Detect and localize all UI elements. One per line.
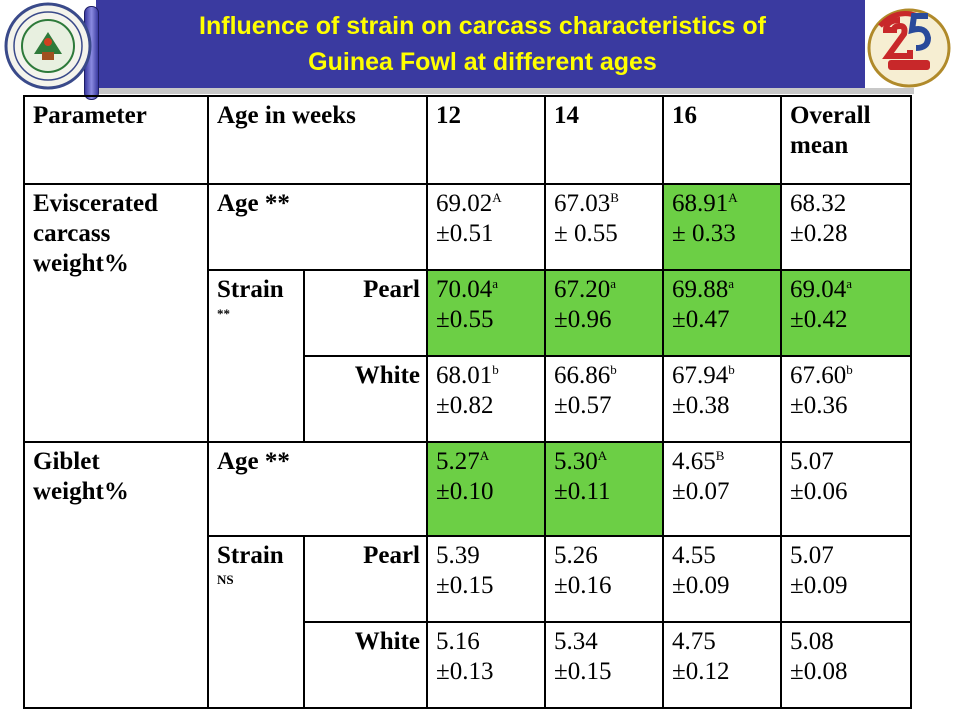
carcass-data-table: Parameter Age in weeks 12 14 16 Overall … <box>23 95 913 709</box>
value-cell: 5.34 ±0.15 <box>544 621 665 709</box>
value-cell: 5.39 ±0.15 <box>426 535 547 623</box>
table-row: White 68.01b ±0.82 66.86b ±0.57 67.94b ±0.3… <box>24 355 913 443</box>
strain-label: Strain NS <box>207 535 305 709</box>
value-cell: 4.75 ±0.12 <box>662 621 783 709</box>
strain-name: Pearl <box>302 269 429 357</box>
strain-name: White <box>302 621 429 709</box>
table-row: Giblet weight% Age ** 5.27A ±0.10 5.30A ±0… <box>23 441 913 709</box>
age-label: Age ** <box>206 441 429 537</box>
title-banner <box>96 0 865 88</box>
value-cell-highlighted: 69.88a ±0.47 <box>662 269 783 357</box>
value-cell: 5.07 ±0.06 <box>780 441 913 537</box>
table-row: White 5.16 ±0.13 5.34 ±0.15 4.75 ±0.12 5.08… <box>24 621 913 709</box>
value-cell: 4.65B ±0.07 <box>662 441 783 537</box>
value-cell-highlighted: 68.91A ± 0.33 <box>662 183 783 271</box>
header-age-in-weeks: Age in weeks <box>206 95 429 185</box>
value-cell-highlighted: 5.30A ±0.11 <box>544 441 665 537</box>
value-cell: 67.94b ±0.38 <box>662 355 783 443</box>
value-cell: 68.01b ±0.82 <box>426 355 547 443</box>
header-row: Parameter Age in weeks 12 14 16 Overall … <box>23 95 913 185</box>
title-line-1: Influence of strain on carcass character… <box>199 12 766 40</box>
header-overall-mean: Overall mean <box>780 95 913 185</box>
value-cell: 5.16 ±0.13 <box>426 621 547 709</box>
header-week-12: 12 <box>426 95 547 185</box>
strain-significance: NS <box>217 572 234 587</box>
strain-label: Strain ** <box>207 269 305 443</box>
title-line-2: Guinea Fowl at different ages <box>308 48 657 76</box>
value-cell: 4.55 ±0.09 <box>662 535 783 623</box>
value-cell: 5.07 ±0.09 <box>780 535 913 623</box>
table-row: Strain ** Pearl 70.04a ±0.55 67.20a ±0.96 6… <box>24 269 913 443</box>
slide-title: Influence of strain on carcass character… <box>100 8 865 80</box>
university-seal-icon <box>4 2 92 90</box>
value-cell: 5.26 ±0.16 <box>544 535 665 623</box>
value-cell-highlighted: 67.20a ±0.96 <box>544 269 665 357</box>
banner-shadow <box>96 88 914 94</box>
strain-name: Pearl <box>302 535 429 623</box>
parameter-giblet: Giblet weight% <box>23 441 209 709</box>
value-cell: 67.03B ± 0.55 <box>544 183 665 271</box>
parameter-eviscerated: Eviscerated carcass weight% <box>23 183 209 443</box>
value-cell: 68.32 ±0.28 <box>780 183 913 271</box>
value-cell-highlighted: 69.04a ±0.42 <box>780 269 913 357</box>
value-cell-highlighted: 5.27A ±0.10 <box>426 441 547 537</box>
table-row: Eviscerated carcass weight% Age ** 69.02… <box>23 183 913 443</box>
header-parameter: Parameter <box>23 95 209 185</box>
strain-significance: ** <box>217 306 230 321</box>
age-label: Age ** <box>206 183 429 271</box>
strain-name: White <box>302 355 429 443</box>
header-week-14: 14 <box>544 95 665 185</box>
value-cell-highlighted: 70.04a ±0.55 <box>426 269 547 357</box>
value-cell: 5.08 ±0.08 <box>780 621 913 709</box>
jubilee-25-logo-icon <box>867 8 951 88</box>
header-week-16: 16 <box>662 95 783 185</box>
table-row: Strain NS Pearl 5.39 ±0.15 5.26 ±0.16 4.55 ±… <box>24 535 913 709</box>
value-cell: 69.02A ±0.51 <box>426 183 547 271</box>
value-cell: 67.60b ±0.36 <box>780 355 913 443</box>
value-cell: 66.86b ±0.57 <box>544 355 665 443</box>
